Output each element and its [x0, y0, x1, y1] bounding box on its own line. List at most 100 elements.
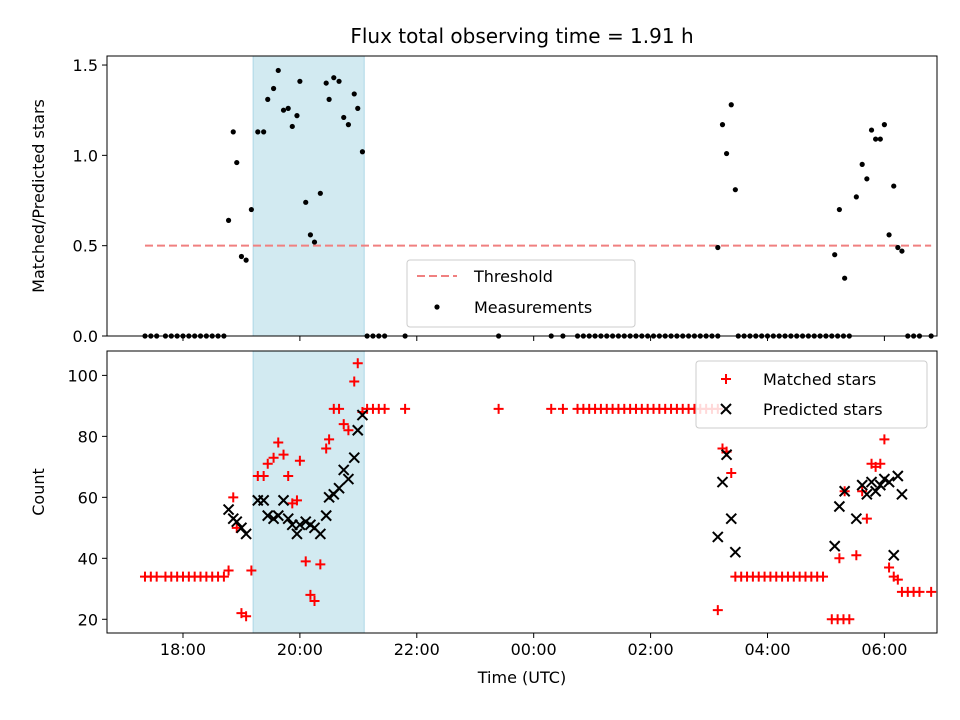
matched-point	[262, 458, 273, 469]
x-tick-label: 20:00	[277, 640, 323, 659]
predicted-point	[850, 512, 863, 525]
axes-frame	[106, 350, 938, 634]
measurement-point	[859, 161, 865, 167]
legend-matched-label: Matched stars	[763, 370, 876, 389]
matched-point	[546, 403, 557, 414]
measurement-point	[868, 127, 875, 133]
y-tick-label: 100	[67, 366, 98, 385]
measurement-point	[331, 75, 337, 81]
highlight-band	[252, 55, 365, 337]
predicted-point	[874, 479, 887, 491]
predicted-point	[892, 470, 904, 482]
predicted-point	[314, 528, 327, 540]
predicted-point	[356, 409, 369, 421]
highlight-band	[252, 350, 365, 634]
measurement-point	[280, 107, 287, 113]
legend-bottom: Matched stars Predicted stars	[695, 360, 928, 429]
y-tick-label: 1.5	[73, 56, 98, 75]
matched-point	[400, 403, 411, 414]
matched-point	[338, 419, 349, 430]
predicted-point	[829, 540, 841, 552]
matched-point	[851, 550, 862, 561]
measurement-point	[345, 122, 352, 128]
measurement-point	[877, 136, 883, 142]
predicted-point	[294, 519, 306, 531]
matched-point	[291, 495, 302, 506]
predicted-point	[888, 549, 900, 561]
predicted-point	[869, 485, 882, 497]
measurement-point	[728, 102, 734, 108]
measurement-point	[836, 206, 842, 213]
predicted-point	[712, 531, 724, 543]
measurement-point	[341, 114, 347, 121]
matched-point	[241, 611, 252, 622]
measurement-point	[248, 206, 254, 213]
legend-box	[406, 259, 636, 328]
measurement-point	[873, 136, 879, 142]
y-axis-label: Matched/Predicted stars	[29, 99, 48, 293]
y-tick-label: 1.0	[73, 146, 98, 165]
x-tick-label: 18:00	[160, 640, 206, 659]
measurement-point	[355, 105, 361, 111]
legend-top: Threshold Measurements	[406, 259, 636, 328]
x-tick-label: 06:00	[861, 640, 907, 659]
y-tick-label: 20	[78, 610, 98, 629]
predicted-point	[720, 448, 733, 461]
measurement-point	[225, 217, 232, 223]
measurement-point	[832, 252, 838, 258]
matched-point	[309, 595, 320, 606]
predicted-point	[262, 509, 274, 522]
legend-measurements-label: Measurements	[474, 298, 592, 317]
y-tick-label: 80	[78, 427, 98, 446]
matched-point	[151, 571, 162, 582]
legend-measurements-swatch	[434, 304, 440, 310]
matched-point	[218, 571, 229, 582]
matched-point	[278, 449, 289, 460]
legend-threshold-label: Threshold	[473, 267, 553, 286]
matched-point	[875, 458, 886, 469]
matched-point	[861, 513, 872, 524]
x-tick-label: 22:00	[394, 640, 440, 659]
matched-point	[315, 559, 326, 570]
measurement-point	[275, 67, 281, 74]
measurement-point	[311, 239, 318, 245]
matched-point	[914, 586, 925, 597]
measurement-point	[303, 199, 309, 205]
predicted-point	[833, 500, 846, 513]
predicted-point	[257, 494, 270, 507]
y-axis-label: Count	[29, 468, 48, 516]
predicted-point	[277, 494, 290, 507]
matched-point	[343, 425, 354, 436]
predicted-point	[352, 424, 364, 436]
measurement-point	[297, 78, 303, 84]
measurement-point	[265, 96, 271, 102]
bottom-panel: 20 40 60 80 100 18:00 20:00 22:00 00:00 02:00 04:0…	[29, 350, 938, 687]
measurement-point	[723, 150, 730, 157]
y-tick-label: 0.0	[73, 327, 98, 346]
measurement-point	[359, 149, 366, 155]
predicted-point	[338, 464, 350, 476]
measurement-point	[261, 129, 267, 135]
x-tick-label: 00:00	[511, 640, 557, 659]
matched-point	[321, 443, 332, 454]
y-tick-label: 40	[78, 549, 98, 568]
matched-point	[726, 467, 737, 478]
matched-point	[273, 437, 284, 448]
predicted-point	[320, 509, 332, 522]
x-axis-label: Time (UTC)	[477, 668, 566, 687]
matched-point	[300, 556, 311, 567]
matched-point	[884, 562, 895, 573]
matched-point	[283, 470, 294, 481]
chart-title: Flux total observing time = 1.91 h	[350, 24, 693, 48]
measurement-point	[317, 190, 323, 196]
predicted-point	[342, 473, 355, 485]
measurement-point	[307, 232, 314, 238]
measurement-point	[732, 187, 738, 193]
measurement-point	[323, 80, 329, 86]
y-tick-label: 0.5	[73, 237, 98, 256]
predicted-point	[838, 485, 851, 497]
predicted-point	[725, 512, 737, 525]
measurement-point	[294, 113, 300, 119]
predicted-point	[861, 488, 873, 500]
